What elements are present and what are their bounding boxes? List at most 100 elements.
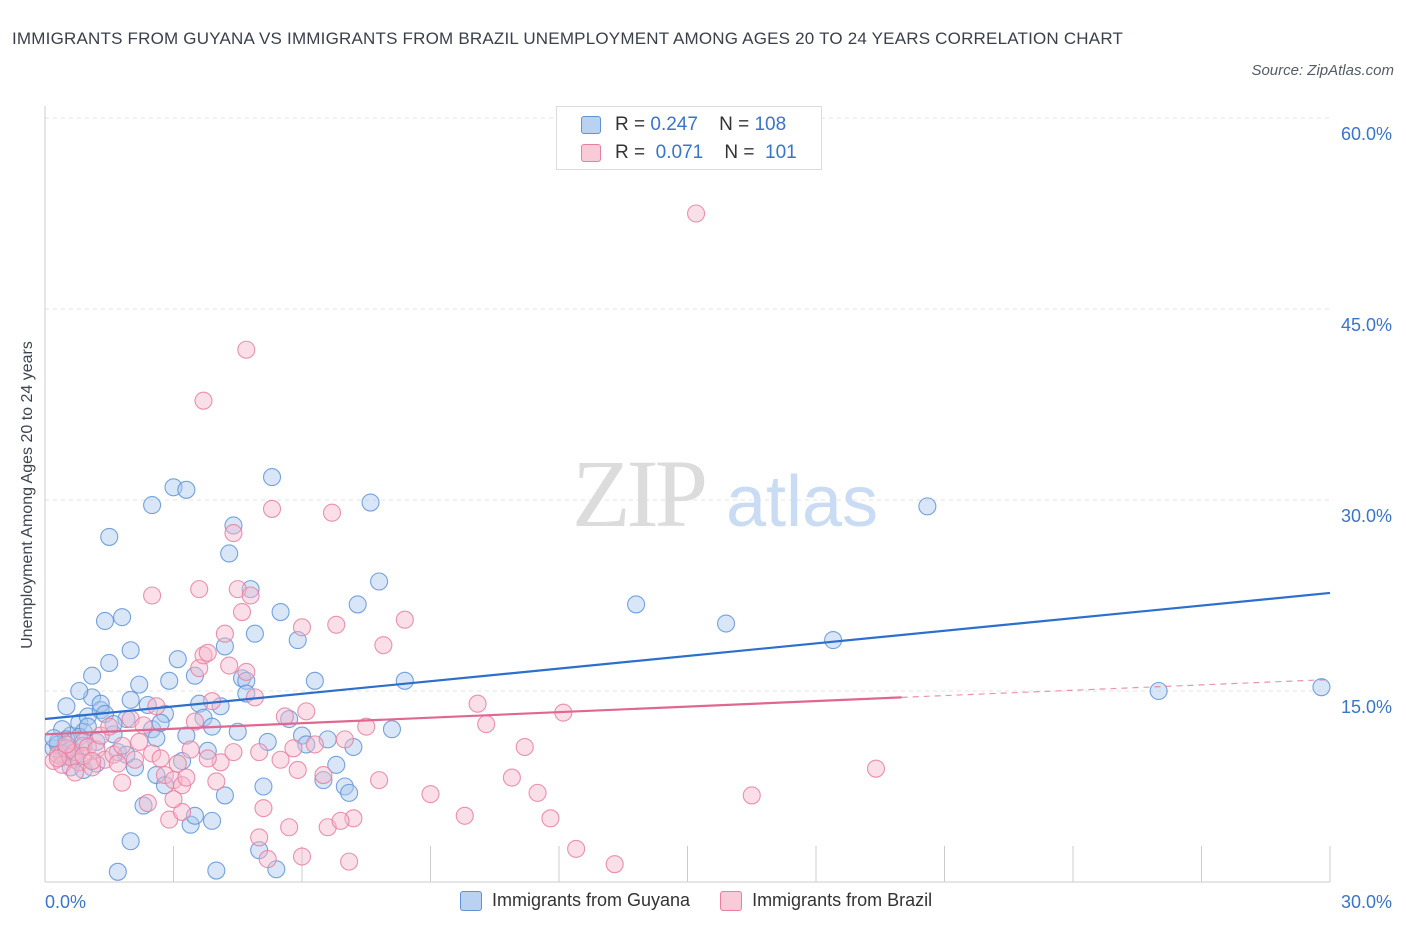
legend-n-label: N = [724,142,755,163]
point-brazil [220,656,239,675]
axes [44,106,1331,883]
point-guyana [70,681,89,701]
point-brazil [215,624,234,643]
point-guyana [627,595,646,614]
point-brazil [395,610,414,629]
legend-n-value: 108 [754,114,787,135]
point-brazil [147,697,166,716]
point-guyana [228,722,247,741]
legend-item-brazil[interactable]: Immigrants from Brazil [720,890,932,911]
point-guyana [177,480,196,499]
point-brazil [262,499,282,518]
point-guyana [224,516,243,535]
point-guyana [220,544,239,563]
watermark: ZIP atlas [572,440,878,547]
point-brazil [275,707,294,726]
point-brazil [284,739,303,758]
point-guyana [95,611,115,631]
legend-r-value: 0.247 [650,114,698,135]
point-brazil [190,580,209,599]
point-brazil [250,828,269,847]
point-brazil [151,749,170,768]
point-brazil [224,524,243,543]
point-brazil [271,750,290,769]
point-brazil [241,586,260,605]
point-guyana [361,493,380,512]
chart-title: IMMIGRANTS FROM GUYANA VS IMMIGRANTS FRO… [12,29,1124,48]
point-guyana [121,641,140,660]
point-brazil [181,740,200,759]
point-brazil [258,850,277,869]
point-brazil [421,785,440,804]
point-guyana [395,671,414,690]
point-guyana [160,671,179,690]
legend-item-guyana[interactable]: Immigrants from Guyana [460,890,690,911]
point-brazil [185,712,204,731]
point-guyana [143,496,162,515]
point-brazil [541,809,560,828]
point-guyana [245,624,264,643]
legend-label-guyana: Immigrants from Guyana [492,890,691,910]
point-guyana [121,690,140,709]
point-guyana [100,527,119,546]
point-guyana [57,697,76,716]
point-guyana [91,694,110,713]
watermark-atlas: atlas [726,462,878,542]
x-tick-label: 30.0% [1341,892,1392,912]
point-brazil [567,839,586,858]
point-brazil [370,771,389,790]
tick-labels: 15.0% 30.0% 45.0% 60.0% 0.0% 30.0% [45,124,1392,912]
point-guyana [918,497,937,516]
trend-line-brazil-extension [901,678,1331,698]
point-brazil [322,503,342,522]
point-brazil [138,794,157,813]
point-brazil [155,765,174,785]
point-guyana [100,653,119,673]
y-axis-label: Unemployment Among Ages 20 to 24 years [19,341,36,649]
point-guyana [181,815,200,834]
legend-row-guyana: R = 0.247 N = 108 [581,113,786,137]
point-guyana [215,637,234,656]
point-guyana [348,595,367,614]
point-guyana [327,755,346,774]
point-brazil [237,662,256,681]
legend-swatch-brazil [720,890,743,911]
point-brazil [194,391,213,410]
point-brazil [198,643,217,662]
source-label: Source: ZipAtlas.com [1251,62,1394,79]
point-brazil [232,603,252,622]
series-legend: Immigrants from Guyana Immigrants from B… [460,890,962,911]
y-tick-label: 45.0% [1341,315,1392,335]
point-brazil [515,737,534,757]
point-guyana [203,811,222,830]
point-brazil [331,811,350,830]
legend-r-label: R = [615,142,646,163]
point-brazil [477,715,496,734]
point-guyana [121,832,140,851]
point-brazil [374,636,393,655]
point-guyana [370,572,389,591]
point-brazil [528,783,547,802]
point-brazil [164,790,183,809]
trend-line-guyana [44,591,1331,721]
point-brazil [224,743,243,762]
point-brazil [143,744,162,763]
point-guyana [292,726,312,745]
point-brazil [207,772,226,791]
point-guyana [168,650,187,669]
point-brazil [742,786,761,805]
point-brazil [340,852,359,871]
point-guyana [382,720,402,739]
point-brazil [198,749,217,768]
point-brazil [502,768,521,787]
legend-r-label: R = [615,114,646,135]
point-brazil [113,736,132,755]
point-brazil [305,735,324,754]
y-tick-label: 60.0% [1341,124,1392,144]
x-tick-label: 0.0% [45,892,86,912]
point-guyana [340,783,359,802]
legend-n-label: N = [719,114,750,135]
series-guyana-points [44,468,1331,881]
correlation-legend: R = 0.247 N = 108 R = 0.071 N = 101 [556,106,822,170]
